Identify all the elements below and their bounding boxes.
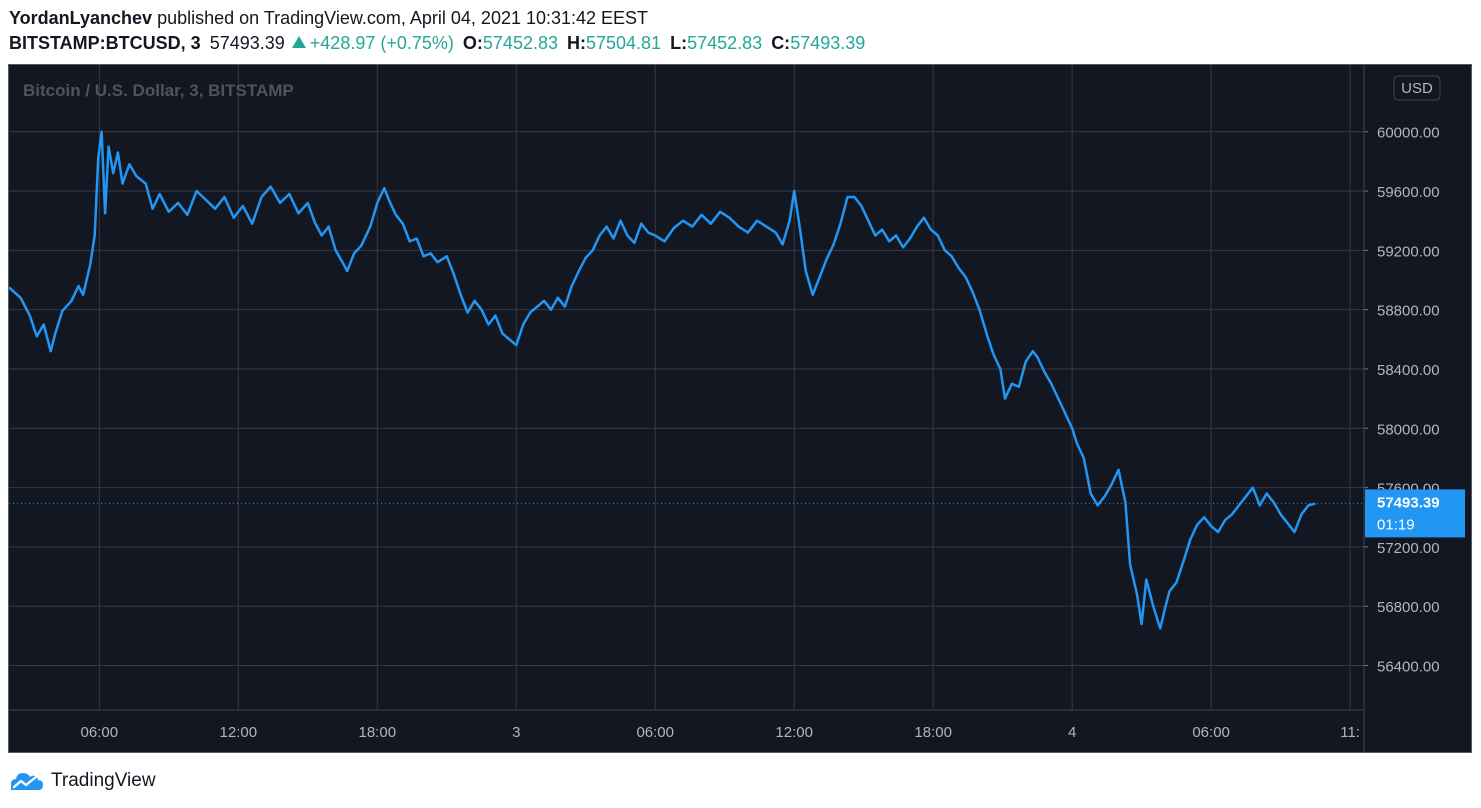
x-tick-label: 06:00: [636, 724, 674, 741]
x-tick-label: 18:00: [914, 724, 952, 741]
ohlc-high-value: 57504.81: [586, 33, 662, 53]
x-tick-label: 11:: [1340, 724, 1360, 741]
y-tick-label: 57200.00: [1377, 540, 1440, 557]
x-tick-label: 3: [512, 724, 520, 741]
ohlc-close-label: C:: [771, 33, 791, 53]
y-tick-label: 56400.00: [1377, 659, 1440, 676]
y-tick-label: 60000.00: [1377, 125, 1440, 142]
chart-title-watermark: Bitcoin / U.S. Dollar, 3, BITSTAMP: [23, 81, 294, 100]
bar-countdown-label: 01:19: [1377, 516, 1415, 533]
tradingview-logo-icon: [11, 773, 43, 790]
tradingview-brand-text: TradingView: [51, 770, 156, 791]
btc-price-line: [9, 130, 1316, 630]
x-tick-label: 06:00: [1192, 724, 1230, 741]
publish-text: published on TradingView.com, April 04, …: [157, 8, 649, 28]
tradingview-logo[interactable]: TradingView: [9, 768, 156, 794]
x-tick-label: 06:00: [81, 724, 119, 741]
symbol-name: BITSTAMP:BTCUSD, 3: [9, 33, 201, 53]
price-change: +428.97 (+0.75%): [309, 33, 454, 53]
y-tick-label: 58000.00: [1377, 421, 1440, 438]
up-arrow-icon: [291, 36, 306, 48]
symbol-info: BITSTAMP:BTCUSD, 3 57493.39 +428.97 (+0.…: [9, 31, 865, 55]
y-tick-label: 59200.00: [1377, 243, 1440, 260]
y-tick-label: 56800.00: [1377, 599, 1440, 616]
y-tick-label: 58400.00: [1377, 362, 1440, 379]
ohlc-open-label: O:: [462, 33, 483, 53]
x-tick-label: 12:00: [220, 724, 258, 741]
last-price-label: 57493.39: [1377, 494, 1440, 511]
last-price: 57493.39: [209, 33, 285, 53]
y-tick-label: 59600.00: [1377, 184, 1440, 201]
y-tick-label: 58800.00: [1377, 303, 1440, 320]
publish-info: YordanLyanchev published on TradingView.…: [9, 6, 648, 30]
ohlc-open-value: 57452.83: [482, 33, 558, 53]
ohlc-low-label: L:: [670, 33, 688, 53]
x-tick-label: 18:00: [359, 724, 397, 741]
currency-badge: [1393, 75, 1441, 101]
currency-badge-label: USD: [1401, 80, 1433, 97]
last-price-box: [1365, 489, 1465, 538]
ohlc-low-value: 57452.83: [687, 33, 763, 53]
price-chart[interactable]: 60000.00 59600.00 59200.00 58800.00 58400.00…: [9, 65, 1471, 752]
x-tick-label: 4: [1068, 724, 1076, 741]
ohlc-close-value: 57493.39: [790, 33, 866, 53]
chart-background: [9, 65, 1471, 752]
author-name[interactable]: YordanLyanchev: [9, 8, 153, 28]
ohlc-high-label: H:: [567, 33, 586, 53]
x-tick-label: 12:00: [775, 724, 813, 741]
